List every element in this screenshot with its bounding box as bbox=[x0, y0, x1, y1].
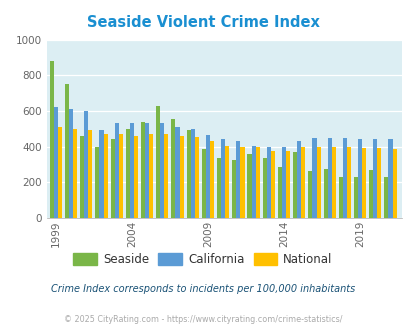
Bar bbox=[307, 172, 311, 218]
Bar bbox=[141, 121, 145, 218]
Bar bbox=[346, 148, 350, 218]
Bar bbox=[149, 134, 153, 218]
Bar bbox=[331, 147, 335, 218]
Bar bbox=[164, 134, 168, 218]
Bar bbox=[296, 141, 301, 218]
Bar bbox=[361, 148, 365, 218]
Bar bbox=[262, 158, 266, 218]
Bar bbox=[255, 148, 259, 218]
Bar bbox=[323, 169, 327, 218]
Bar bbox=[186, 130, 190, 218]
Bar bbox=[372, 139, 376, 218]
Bar bbox=[114, 123, 118, 218]
Bar bbox=[240, 148, 244, 218]
Bar bbox=[201, 149, 205, 218]
Legend: Seaside, California, National: Seaside, California, National bbox=[68, 248, 337, 271]
Bar bbox=[316, 147, 320, 218]
Bar bbox=[266, 147, 270, 218]
Bar bbox=[342, 138, 346, 218]
Bar bbox=[327, 138, 331, 218]
Bar bbox=[225, 146, 229, 218]
Bar bbox=[301, 148, 305, 218]
Bar bbox=[384, 177, 388, 218]
Bar bbox=[118, 134, 123, 218]
Bar bbox=[84, 111, 88, 218]
Bar bbox=[292, 152, 296, 218]
Bar bbox=[95, 147, 99, 218]
Bar bbox=[311, 138, 316, 218]
Bar bbox=[171, 119, 175, 218]
Bar bbox=[247, 154, 251, 218]
Bar bbox=[251, 146, 255, 218]
Bar bbox=[232, 160, 236, 218]
Bar bbox=[134, 136, 138, 218]
Bar bbox=[69, 109, 73, 218]
Bar bbox=[58, 127, 62, 218]
Text: Seaside Violent Crime Index: Seaside Violent Crime Index bbox=[86, 15, 319, 30]
Bar bbox=[277, 167, 281, 218]
Bar bbox=[357, 139, 361, 218]
Bar bbox=[190, 129, 194, 218]
Bar bbox=[130, 123, 134, 218]
Bar bbox=[205, 135, 209, 218]
Bar bbox=[194, 137, 198, 218]
Bar bbox=[179, 136, 183, 218]
Bar bbox=[80, 136, 84, 218]
Bar bbox=[156, 106, 160, 218]
Bar bbox=[217, 158, 221, 218]
Text: Crime Index corresponds to incidents per 100,000 inhabitants: Crime Index corresponds to incidents per… bbox=[51, 284, 354, 294]
Text: © 2025 CityRating.com - https://www.cityrating.com/crime-statistics/: © 2025 CityRating.com - https://www.city… bbox=[64, 315, 341, 324]
Bar bbox=[53, 107, 58, 218]
Bar bbox=[88, 130, 92, 218]
Bar bbox=[126, 129, 130, 218]
Bar bbox=[286, 151, 290, 218]
Bar bbox=[103, 134, 107, 218]
Bar bbox=[392, 149, 396, 218]
Bar bbox=[270, 151, 274, 218]
Bar bbox=[209, 141, 213, 218]
Bar bbox=[160, 123, 164, 218]
Bar bbox=[368, 170, 372, 218]
Bar bbox=[221, 139, 225, 218]
Bar bbox=[236, 141, 240, 218]
Bar bbox=[49, 61, 53, 218]
Bar bbox=[110, 139, 114, 218]
Bar bbox=[175, 127, 179, 218]
Bar bbox=[73, 129, 77, 218]
Bar bbox=[281, 147, 286, 218]
Bar bbox=[376, 148, 381, 218]
Bar bbox=[145, 123, 149, 218]
Bar bbox=[338, 177, 342, 218]
Bar bbox=[65, 84, 69, 218]
Bar bbox=[99, 130, 103, 218]
Bar bbox=[353, 177, 357, 218]
Bar bbox=[388, 139, 392, 218]
